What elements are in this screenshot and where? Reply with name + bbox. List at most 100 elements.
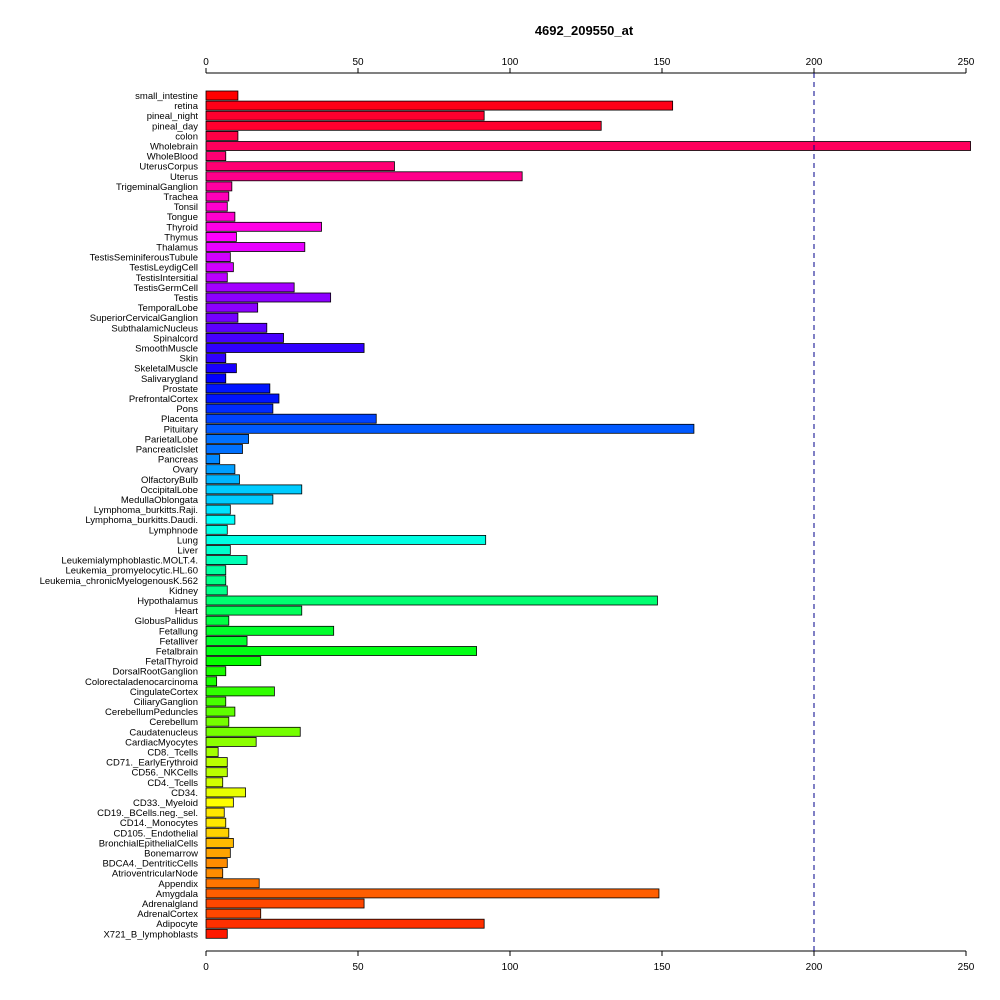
- bar: [205, 363, 237, 374]
- bar: [205, 625, 335, 636]
- category-label: Colorectaladenocarcinoma: [85, 677, 199, 688]
- bar: [205, 524, 228, 535]
- bottom-tick-label: 50: [352, 962, 364, 973]
- bar: [205, 484, 303, 495]
- category-label: CingulateCortex: [130, 687, 198, 698]
- chart-title: 4692_209550_at: [535, 23, 634, 38]
- bar: [205, 413, 377, 424]
- category-label: Thymus: [164, 232, 198, 243]
- category-label: Uterus: [170, 172, 198, 183]
- category-label: PrefrontalCortex: [129, 394, 198, 405]
- bar: [205, 332, 284, 343]
- category-label: Adrenalgland: [142, 899, 198, 910]
- category-label: Spinalcord: [153, 333, 198, 344]
- top-tick-label: 50: [352, 57, 364, 68]
- bar: [205, 292, 332, 303]
- category-label: Amygdala: [156, 889, 199, 900]
- category-label: Lymphnode: [149, 525, 198, 536]
- category-label: CD34.: [171, 788, 198, 799]
- category-label: X721_B_lymphoblasts: [103, 929, 198, 940]
- category-label: Lymphoma_burkitts.Raji.: [94, 505, 198, 516]
- bar: [205, 605, 303, 616]
- category-label: CiliaryGanglion: [134, 697, 198, 708]
- bar: [205, 666, 227, 677]
- category-label: Leukemialymphoblastic.MOLT.4.: [61, 556, 198, 567]
- bar: [205, 797, 234, 808]
- bar: [205, 343, 365, 353]
- bottom-x-axis: 0 50 100 150 200 250: [203, 950, 975, 973]
- category-label: Fetalliver: [159, 636, 198, 647]
- bar: [205, 282, 295, 293]
- category-label: OlfactoryBulb: [141, 475, 198, 486]
- bar: [205, 928, 228, 939]
- category-label: Wholebrain: [150, 142, 198, 153]
- bar: [205, 403, 274, 414]
- bar: [205, 918, 485, 929]
- bar: [205, 898, 365, 909]
- bar: [205, 161, 395, 172]
- category-label: Hypothalamus: [137, 596, 198, 607]
- category-label: Trachea: [164, 192, 199, 203]
- category-label: Salivarygland: [141, 374, 198, 385]
- bar: [205, 848, 231, 858]
- bar: [205, 858, 228, 868]
- category-label: Kidney: [169, 586, 198, 597]
- bar: [205, 312, 239, 323]
- bar: [205, 353, 227, 364]
- category-label: pineal_night: [147, 111, 199, 122]
- bar: [205, 585, 228, 596]
- bar: [205, 878, 260, 889]
- bar: [205, 565, 227, 576]
- category-label: TestisLeydigCell: [129, 263, 198, 274]
- category-label: UterusCorpus: [139, 162, 198, 173]
- bar: [205, 171, 523, 182]
- bar: [205, 201, 228, 212]
- bar: [205, 444, 243, 454]
- bar: [205, 211, 236, 222]
- bar: [205, 454, 221, 465]
- category-label: colon: [175, 131, 198, 142]
- bar: [205, 545, 231, 555]
- category-label: MedullaOblongata: [121, 495, 199, 506]
- category-label: OccipitalLobe: [140, 485, 198, 496]
- bar: [205, 827, 230, 838]
- bar: [205, 474, 240, 485]
- top-tick-label: 100: [502, 57, 519, 68]
- category-label: SkeletalMuscle: [134, 364, 198, 375]
- category-label: Leukemia_chronicMyelogenousK.562: [40, 576, 198, 587]
- bar: [205, 191, 230, 202]
- bar: [205, 888, 660, 899]
- bar: [205, 514, 236, 525]
- top-tick-label: 150: [654, 57, 671, 68]
- bar: [205, 817, 227, 828]
- bar: [205, 373, 227, 384]
- category-label: CD8._Tcells: [147, 748, 198, 759]
- category-label: PancreaticIslet: [136, 445, 199, 456]
- category-label: CardiacMyocytes: [125, 737, 198, 748]
- category-label: Cerebellum: [149, 717, 198, 728]
- bottom-tick-label: 250: [958, 962, 975, 973]
- bar: [205, 110, 485, 121]
- bar: [205, 383, 271, 394]
- bar: [205, 716, 230, 727]
- bar: [205, 221, 322, 232]
- bar: [205, 120, 602, 131]
- bar: [205, 272, 228, 283]
- category-label: CD14._Monocytes: [120, 818, 198, 829]
- category-label: Lung: [177, 535, 198, 546]
- bar: [205, 535, 487, 545]
- category-label: BronchialEpithelialCells: [99, 838, 199, 849]
- bar: [205, 767, 228, 778]
- category-label: Liver: [177, 546, 198, 557]
- category-label: Caudatenucleus: [129, 727, 198, 738]
- bar: [205, 706, 236, 717]
- category-label: Testis: [174, 293, 199, 304]
- category-label: TestisIntersitial: [136, 273, 198, 284]
- category-label: TestisSeminiferousTubule: [90, 253, 198, 264]
- bar: [205, 252, 231, 263]
- category-label: TestisGermCell: [134, 283, 198, 294]
- bottom-tick-label: 150: [654, 962, 671, 973]
- bar: [205, 676, 218, 687]
- category-label: Thyroid: [166, 222, 198, 233]
- category-label: Pituitary: [164, 424, 199, 435]
